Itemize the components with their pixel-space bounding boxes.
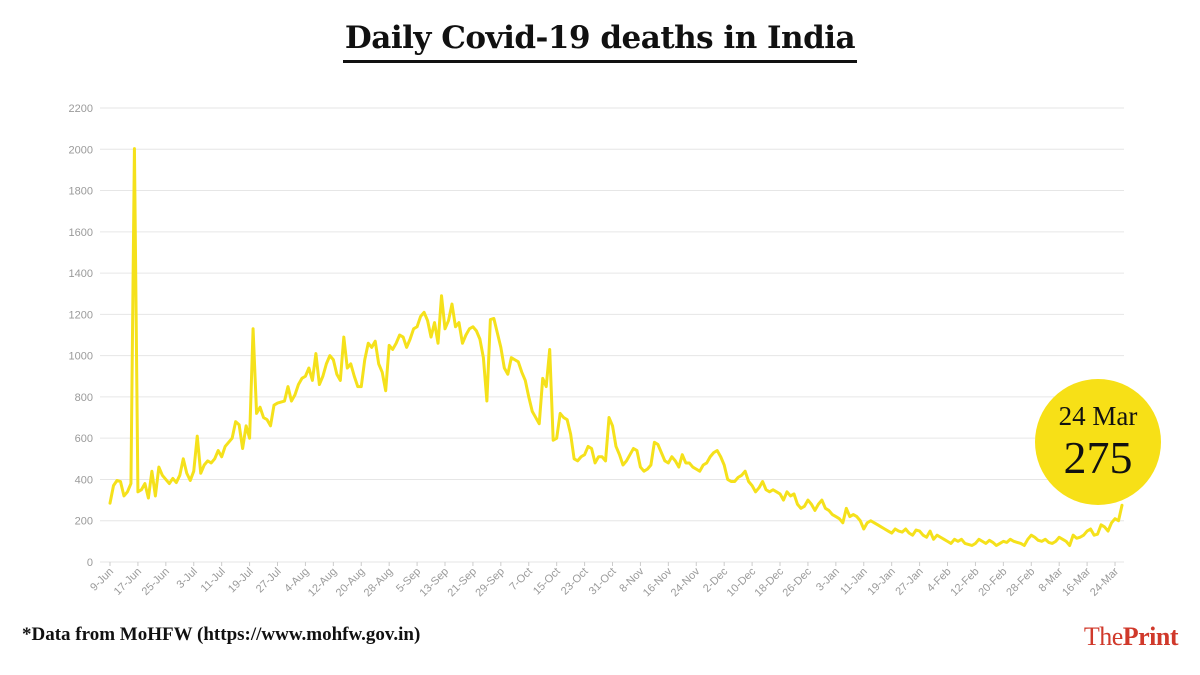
logo-part-print: Print — [1122, 622, 1179, 651]
x-tick-label: 24-Mar — [1088, 565, 1121, 598]
y-tick-label: 1200 — [69, 309, 93, 321]
x-tick-label: 27-Jan — [893, 566, 925, 598]
x-tick-label: 21-Sep — [445, 566, 479, 600]
x-tick-label: 25-Jun — [140, 566, 172, 598]
series-layer — [108, 147, 1124, 547]
y-tick-label: 0 — [87, 557, 93, 569]
x-tick-label: 15-Oct — [531, 566, 563, 598]
x-tick-label: 24-Nov — [669, 565, 703, 599]
x-tick-label: 29-Sep — [473, 566, 507, 600]
x-tick-label: 13-Sep — [418, 566, 452, 600]
x-tick-label: 26-Dec — [780, 565, 814, 599]
y-tick-label: 1000 — [69, 351, 93, 363]
x-tick-label: 27-Jul — [254, 566, 284, 596]
x-tick-label: 31-Oct — [587, 566, 619, 598]
y-tick-label: 1600 — [69, 227, 93, 239]
x-tick-label: 11-Jan — [838, 566, 870, 598]
logo-part-the: The — [1083, 622, 1123, 651]
x-tick-label: 3-Jul — [175, 566, 200, 591]
x-tick-label: 20-Aug — [334, 566, 368, 600]
x-tick-label: 28-Aug — [362, 566, 396, 600]
x-tick-label: 23-Oct — [559, 566, 591, 598]
x-tick-label: 18-Dec — [753, 565, 787, 599]
x-tick-label: 28-Feb — [1004, 566, 1037, 599]
x-tick-label: 10-Dec — [725, 565, 759, 599]
y-tick-label: 600 — [75, 433, 93, 445]
x-tick-label: 12-Feb — [948, 566, 981, 599]
y-tick-label: 1400 — [69, 268, 93, 280]
x-tick-label: 16-Nov — [641, 565, 675, 599]
y-tick-label: 2000 — [69, 144, 93, 156]
x-tick-label: 11-Jul — [199, 566, 228, 595]
chart-title-text: Daily Covid-19 deaths in India — [342, 20, 858, 63]
x-tick-label: 20-Feb — [976, 566, 1009, 599]
latest-value-callout: 24 Mar 275 — [1035, 379, 1161, 505]
y-tick-label: 400 — [75, 474, 93, 486]
x-tick-label: 16-Mar — [1060, 565, 1093, 598]
x-tick-label: 17-Jun — [112, 566, 144, 598]
y-tick-label: 800 — [75, 392, 93, 404]
chart-title: Daily Covid-19 deaths in India — [0, 20, 1200, 63]
callout-date: 24 Mar — [1058, 401, 1138, 431]
source-note: *Data from MoHFW (https://www.mohfw.gov.… — [22, 624, 421, 645]
x-tick-label: 12-Aug — [306, 566, 340, 600]
y-tick-label: 2200 — [69, 103, 93, 115]
series-line-daily-deaths — [108, 147, 1124, 547]
y-axis: 0 200 400 600 800 1000 1200 1400 1600 1800 2000 220… — [69, 103, 93, 569]
x-tick-label: 19-Jan — [866, 566, 898, 598]
y-tick-label: 200 — [75, 516, 93, 528]
x-tick-label: 19-Jul — [226, 566, 256, 596]
gridlines — [100, 107, 1124, 563]
y-tick-label: 1800 — [69, 186, 93, 198]
publisher-logo: ThePrint — [1083, 622, 1179, 652]
callout-value: 275 — [1063, 432, 1133, 483]
